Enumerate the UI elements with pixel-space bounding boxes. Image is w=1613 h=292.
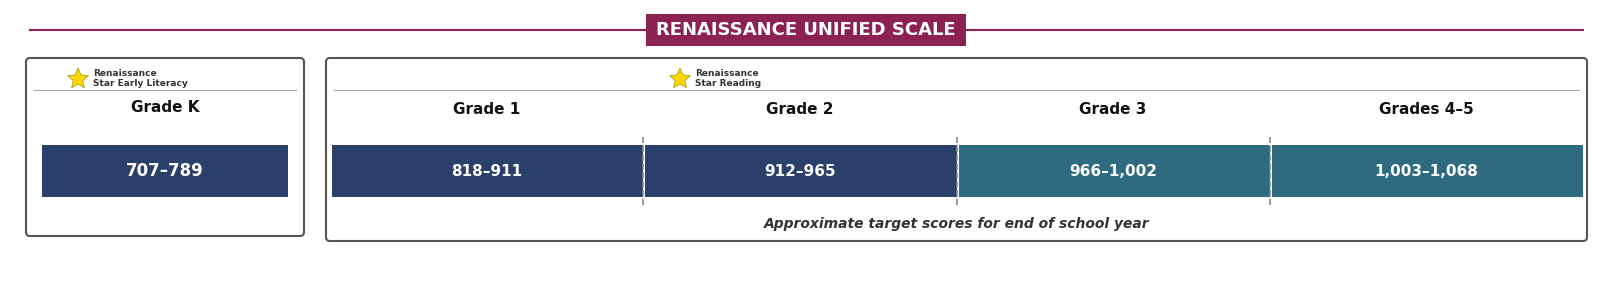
Text: Grade K: Grade K [131,100,200,114]
Text: Approximate target scores for end of school year: Approximate target scores for end of sch… [763,217,1150,231]
Text: Grade 2: Grade 2 [766,102,834,117]
Text: Renaissance: Renaissance [94,69,156,79]
FancyBboxPatch shape [1271,145,1582,197]
FancyBboxPatch shape [326,58,1587,241]
FancyBboxPatch shape [645,14,966,46]
Text: Star Reading: Star Reading [695,79,761,88]
FancyBboxPatch shape [42,145,289,197]
Text: Star Early Literacy: Star Early Literacy [94,79,187,88]
Text: 818–911: 818–911 [452,164,523,178]
Text: 1,003–1,068: 1,003–1,068 [1374,164,1478,178]
Polygon shape [669,68,690,88]
Text: Renaissance: Renaissance [695,69,758,79]
Text: Grade 1: Grade 1 [453,102,521,117]
Text: 912–965: 912–965 [765,164,836,178]
Text: RENAISSANCE UNIFIED SCALE: RENAISSANCE UNIFIED SCALE [656,21,957,39]
Text: 966–1,002: 966–1,002 [1069,164,1157,178]
FancyBboxPatch shape [958,145,1269,197]
FancyBboxPatch shape [26,58,303,236]
Text: Grades 4–5: Grades 4–5 [1379,102,1474,117]
FancyBboxPatch shape [332,145,644,197]
Text: 707–789: 707–789 [126,162,203,180]
FancyBboxPatch shape [645,145,957,197]
Polygon shape [68,68,89,88]
Text: Grade 3: Grade 3 [1079,102,1147,117]
